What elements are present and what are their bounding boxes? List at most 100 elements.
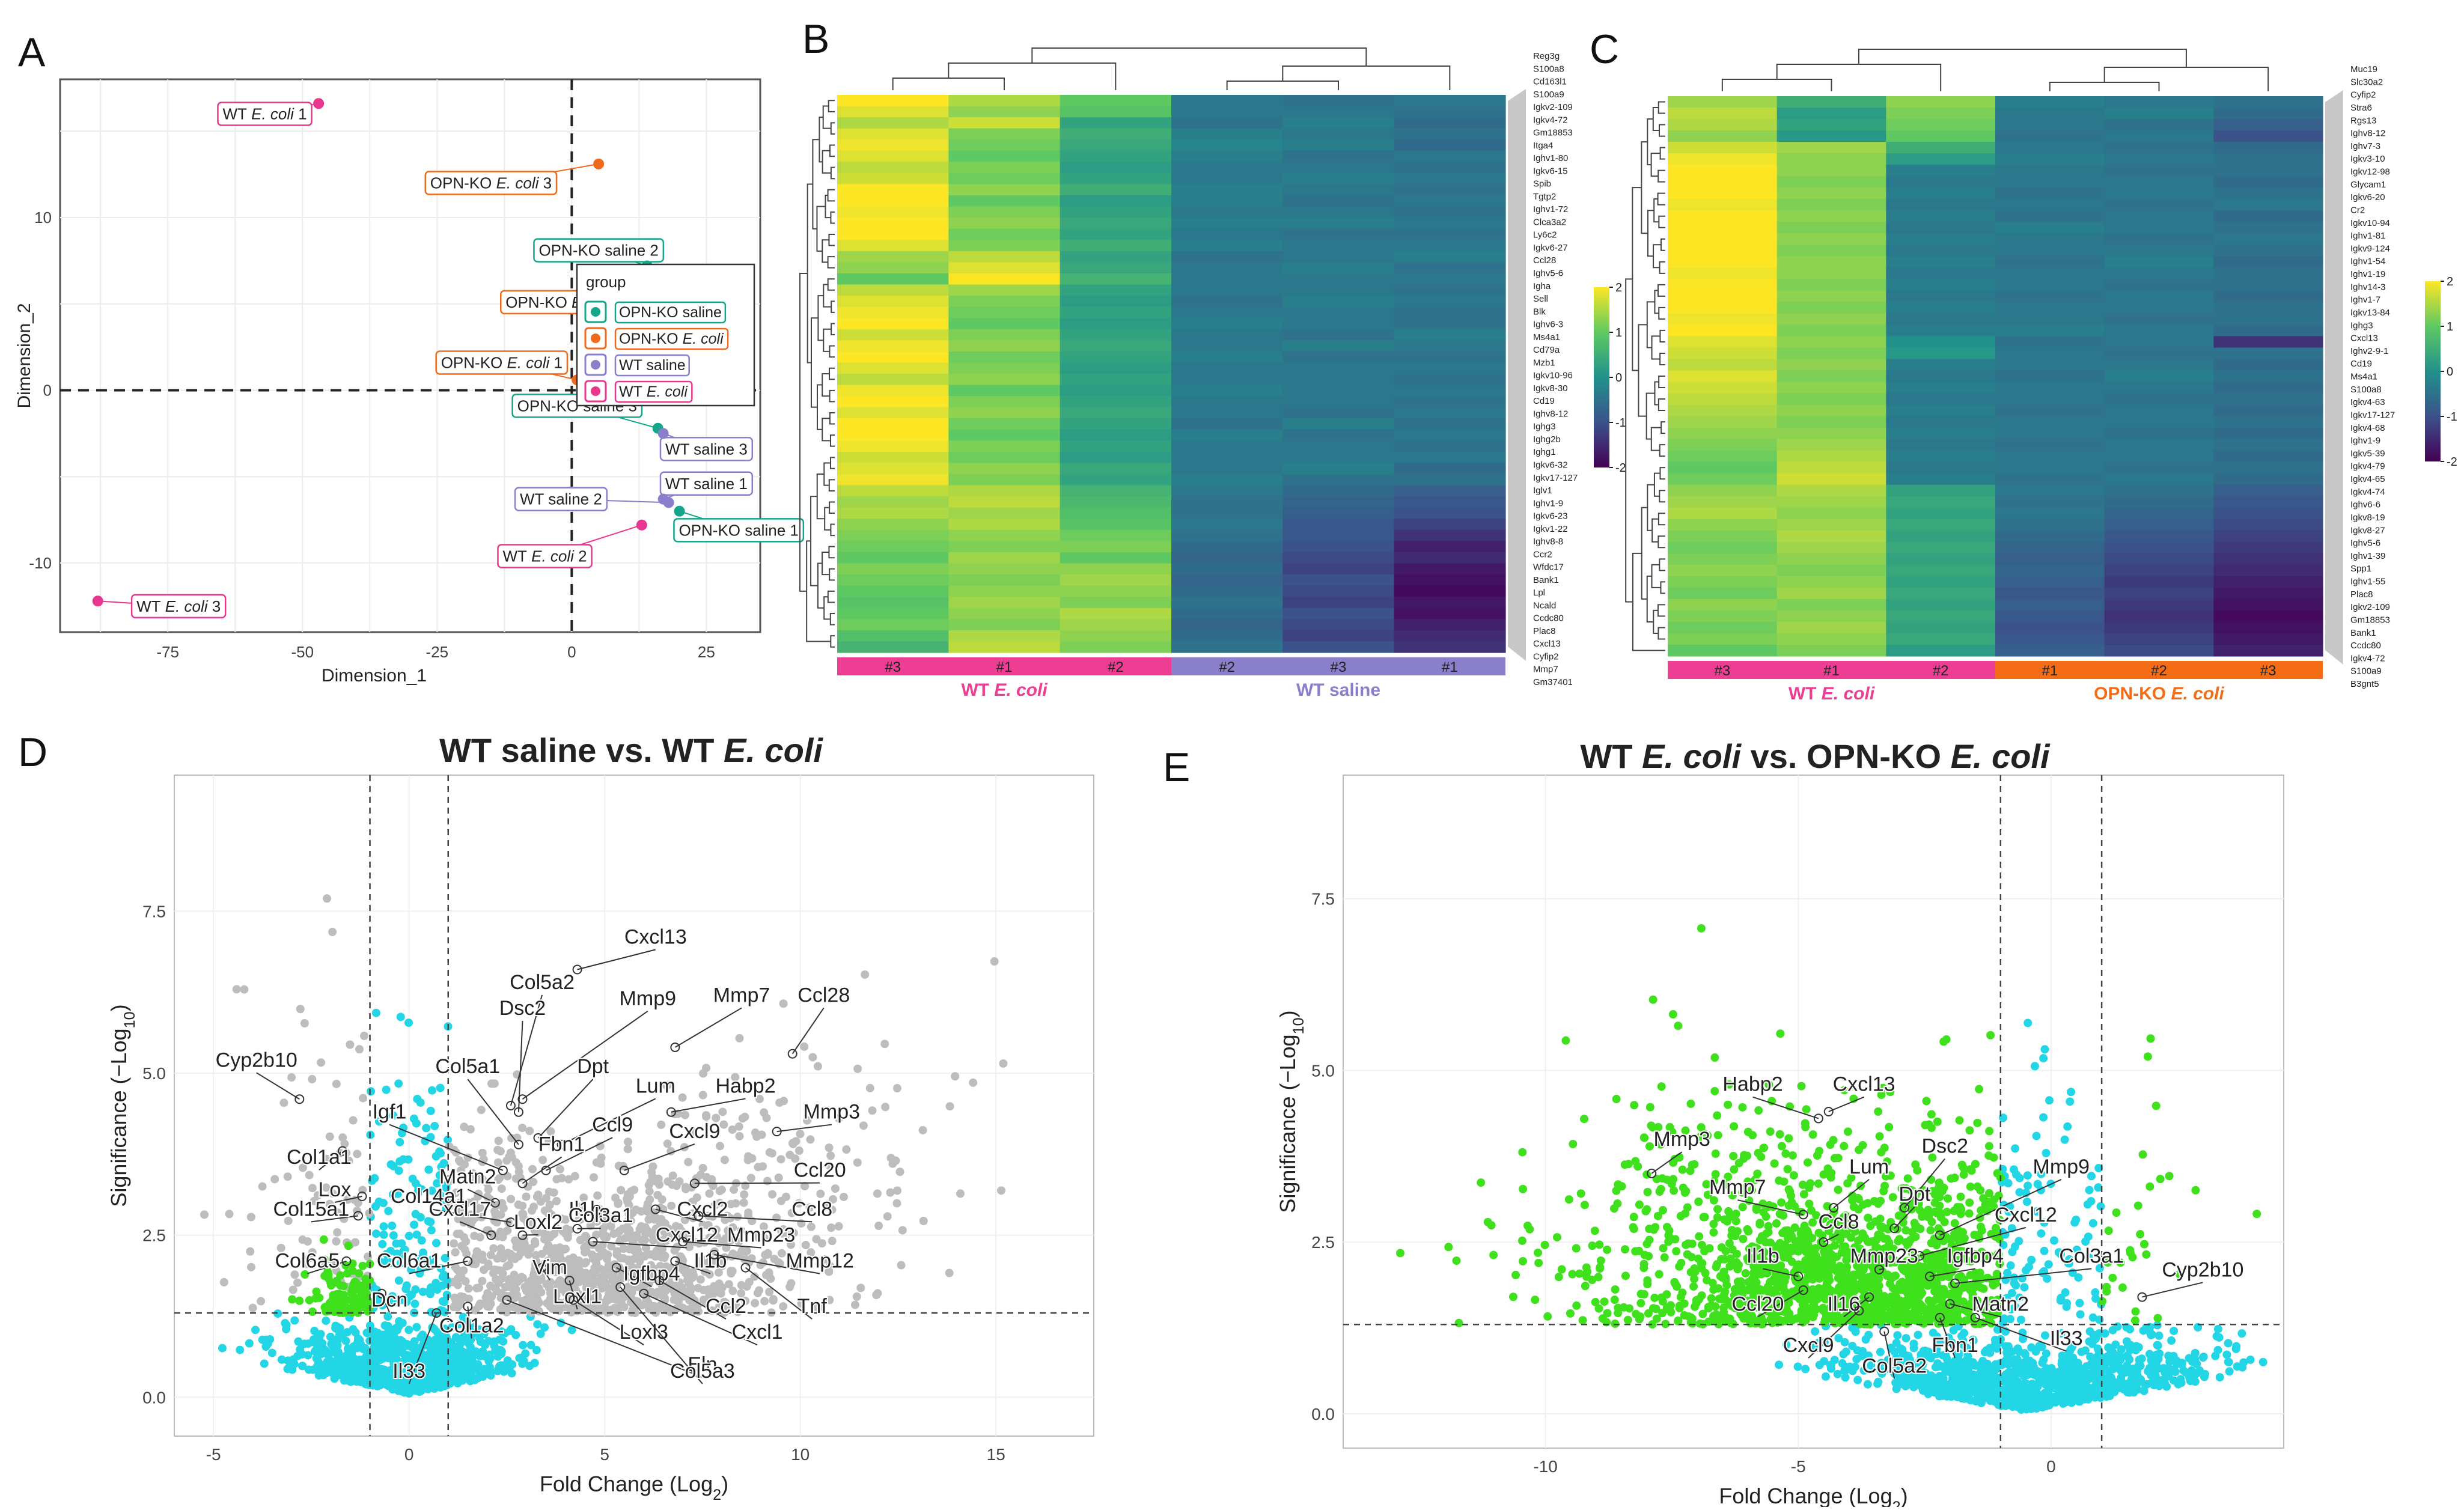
heatmap-cell — [1394, 307, 1506, 318]
heatmap-cell — [1282, 340, 1394, 352]
gene-point — [382, 1086, 391, 1094]
gene-point — [397, 1012, 405, 1021]
gene-point — [719, 1121, 728, 1129]
colorbar — [1594, 287, 1609, 467]
heatmap-cell — [1394, 352, 1506, 363]
heatmap-cell — [1886, 382, 1995, 394]
gene-label: Blk — [1533, 306, 1546, 317]
gene-label: Igkv6-32 — [1533, 460, 1568, 470]
row-dendrogram — [829, 479, 835, 491]
heatmap-cell — [1995, 187, 2105, 199]
heatmap-cell — [1668, 279, 1777, 291]
legend-dot — [591, 360, 600, 370]
gene-point-ns — [451, 1365, 460, 1374]
gene-point — [514, 1201, 523, 1209]
x-tick-label: -5 — [206, 1445, 221, 1464]
gene-point-ns — [349, 1325, 357, 1333]
heatmap-cell — [1060, 586, 1172, 597]
heatmap-cell — [2105, 108, 2214, 120]
gene-label: Col15a1 — [273, 1198, 350, 1220]
gene-point — [873, 1189, 882, 1198]
gene-point-ns — [2034, 1382, 2042, 1390]
gene-point — [644, 1216, 653, 1224]
heatmap-cell — [1171, 106, 1283, 118]
legend-label: WT saline — [619, 357, 686, 374]
heatmap-cell — [2213, 324, 2323, 336]
heatmap-cell — [1886, 222, 1995, 234]
gene-label: Cyfip2 — [1533, 651, 1559, 662]
heatmap-cell — [1886, 176, 1995, 188]
heatmap-cell — [1886, 565, 1995, 577]
heatmap-cell — [1060, 374, 1172, 385]
gene-point — [476, 1233, 484, 1241]
heatmap-cell — [837, 574, 949, 586]
row-dendrogram — [828, 591, 835, 603]
gene-point-ns — [2195, 1366, 2204, 1375]
x-tick-label: 15 — [987, 1445, 1005, 1464]
gene-point — [332, 1237, 340, 1246]
heatmap-cell — [2105, 222, 2214, 234]
gene-point-ns — [251, 1326, 260, 1334]
gene-point-ns — [507, 1325, 515, 1333]
gene-point — [346, 1041, 354, 1049]
gene-point — [646, 1178, 654, 1186]
column-label: #2 — [2151, 663, 2167, 679]
heatmap-cell — [1886, 370, 1995, 382]
gene-point-ns — [502, 1365, 511, 1373]
heatmap-cell — [1394, 519, 1506, 530]
heatmap-cell — [1668, 519, 1777, 531]
row-dendrogram — [1661, 239, 1665, 251]
heatmap-cell — [2105, 428, 2214, 440]
row-dendrogram — [808, 184, 813, 362]
gene-point — [326, 1133, 334, 1141]
heatmap-cell — [1060, 407, 1172, 419]
heatmap-cell — [1668, 622, 1777, 634]
heatmap-cell — [2105, 267, 2214, 279]
label-connector — [2325, 90, 2343, 665]
heatmap-cell — [837, 329, 949, 341]
heatmap-cell — [1394, 474, 1506, 486]
label-part: WT — [222, 105, 247, 123]
heatmap-cell — [1394, 218, 1506, 229]
heatmap-cell — [837, 296, 949, 307]
gene-label: Cyp2b10 — [216, 1049, 297, 1071]
gene-point-ns — [2061, 1373, 2070, 1381]
heatmap-cell — [1886, 462, 1995, 474]
heatmap-cell — [1060, 139, 1172, 151]
heatmap-cell — [1668, 302, 1777, 314]
gene-point-ns — [525, 1362, 534, 1370]
gene-point-ns — [392, 1324, 400, 1332]
gene-label: Gm18853 — [2350, 615, 2390, 625]
heatmap-cell — [1886, 473, 1995, 486]
gene-point-ns — [1842, 1348, 1850, 1356]
gene-point — [323, 894, 331, 903]
heatmap-cell — [948, 307, 1060, 318]
x-axis-title: Dimension_1 — [322, 666, 427, 686]
heatmap-cell — [1886, 439, 1995, 451]
gene-point-ns — [2216, 1373, 2224, 1381]
sample-label: WT saline 2 — [520, 490, 602, 508]
heatmap-cell — [1171, 463, 1283, 474]
gene-point — [525, 1127, 534, 1135]
group-label: WT saline — [1296, 680, 1380, 700]
gene-point-sig — [295, 1297, 303, 1305]
heatmap-cell — [2213, 233, 2323, 245]
heatmap-cell — [2105, 142, 2214, 154]
gene-point — [430, 1122, 439, 1130]
heatmap-cell — [1060, 106, 1172, 118]
gene-point — [582, 1258, 590, 1267]
gene-point — [397, 1239, 406, 1247]
gene-label: Ighv7-3 — [2350, 141, 2380, 151]
gene-point-ns — [2051, 1398, 2060, 1407]
gene-label: Habp2 — [715, 1074, 775, 1097]
heatmap-cell — [1777, 187, 1886, 199]
label-part: E. coli — [679, 330, 724, 347]
heatmap-cell — [837, 162, 949, 173]
gene-label: Igkv4-63 — [2350, 397, 2385, 407]
heatmap-cell — [1060, 619, 1172, 630]
gene-point — [284, 1172, 292, 1181]
gene-point-ns — [477, 1348, 486, 1357]
heatmap-cell — [837, 307, 949, 318]
gene-point-ns — [1794, 1362, 1802, 1371]
label-leader — [578, 1228, 601, 1229]
